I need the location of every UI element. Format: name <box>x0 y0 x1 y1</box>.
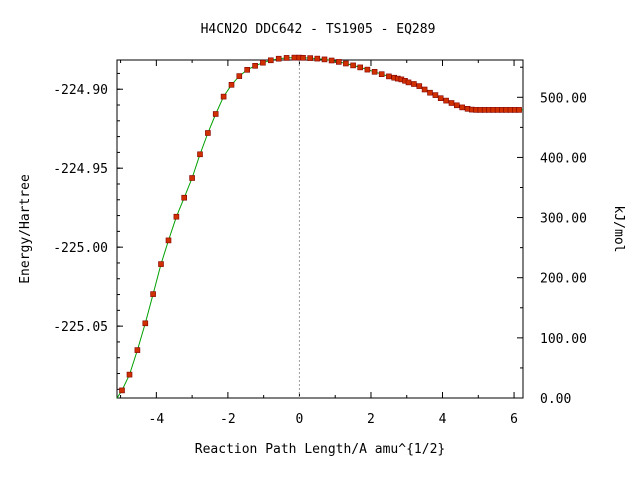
y2-tick-label: 200.00 <box>540 272 587 287</box>
data-point <box>212 111 219 117</box>
y-axis-title: Energy/Hartree <box>18 174 33 284</box>
data-point <box>335 59 342 65</box>
data-point <box>173 213 180 220</box>
data-point <box>427 89 433 96</box>
x-tick-label: 0 <box>296 412 304 427</box>
y-tick-label: -225.05 <box>53 320 108 335</box>
data-point <box>350 62 356 69</box>
data-point <box>343 60 349 67</box>
data-point <box>300 54 306 61</box>
data-point <box>432 92 439 98</box>
data-point <box>307 55 314 61</box>
x-tick-label: -2 <box>220 412 236 427</box>
data-point <box>126 371 133 378</box>
data-point <box>321 56 328 63</box>
data-point <box>411 81 417 87</box>
x-tick-label: -4 <box>149 412 165 427</box>
x-tick-label: 4 <box>439 412 447 427</box>
y2-tick-label: 0.00 <box>540 392 571 407</box>
data-point <box>291 54 298 61</box>
data-point <box>142 320 149 327</box>
y-tick-label: -224.95 <box>53 162 108 177</box>
data-point <box>421 86 428 93</box>
x-tick-label: 2 <box>367 412 375 427</box>
data-point <box>386 73 392 80</box>
data-point <box>181 194 187 201</box>
data-point <box>378 71 385 77</box>
data-point <box>205 130 211 136</box>
data-point <box>220 93 227 100</box>
data-point <box>453 102 460 109</box>
data-point <box>443 97 449 104</box>
y2-tick-label: 100.00 <box>540 332 587 347</box>
data-point <box>416 83 423 89</box>
data-point <box>364 66 371 73</box>
data-point <box>267 57 274 64</box>
y2-tick-label: 500.00 <box>540 91 587 106</box>
axis-ticks: -4 -2 0 2 4 6 -224.90 -224.95 -225.00 -225.05 0.00… <box>53 60 587 427</box>
data-point <box>448 100 455 106</box>
data-point <box>134 347 141 353</box>
data-point <box>357 64 364 71</box>
data-point <box>405 79 412 86</box>
data-point <box>150 291 156 297</box>
y2-tick-label: 400.00 <box>540 151 587 166</box>
data-point <box>252 62 258 69</box>
chart-title: H4CN2O DDC642 - TS1905 - EQ289 <box>201 22 436 37</box>
x-tick-label: 6 <box>510 412 518 427</box>
data-point <box>236 73 243 79</box>
data-point <box>228 82 235 88</box>
y2-tick-label: 300.00 <box>540 212 587 227</box>
data-point <box>260 59 266 66</box>
data-point <box>437 95 444 101</box>
data-point <box>371 69 378 75</box>
y-tick-label: -224.90 <box>53 83 108 98</box>
y2-axis-title: kJ/mol <box>611 206 626 253</box>
data-point <box>275 55 282 62</box>
data-point <box>158 261 164 267</box>
plot-frame <box>116 59 524 399</box>
data-point <box>119 387 125 394</box>
data-points <box>119 54 522 394</box>
x-axis-title: Reaction Path Length/A amu^{1/2} <box>195 442 445 457</box>
y-tick-label: -225.00 <box>53 241 108 256</box>
data-point <box>459 104 466 111</box>
data-point <box>328 57 335 64</box>
data-point <box>283 55 290 61</box>
data-point <box>314 55 321 62</box>
data-point <box>516 107 522 113</box>
data-point <box>189 175 195 181</box>
data-point <box>244 67 250 73</box>
data-point <box>165 237 172 244</box>
data-point <box>197 151 203 158</box>
